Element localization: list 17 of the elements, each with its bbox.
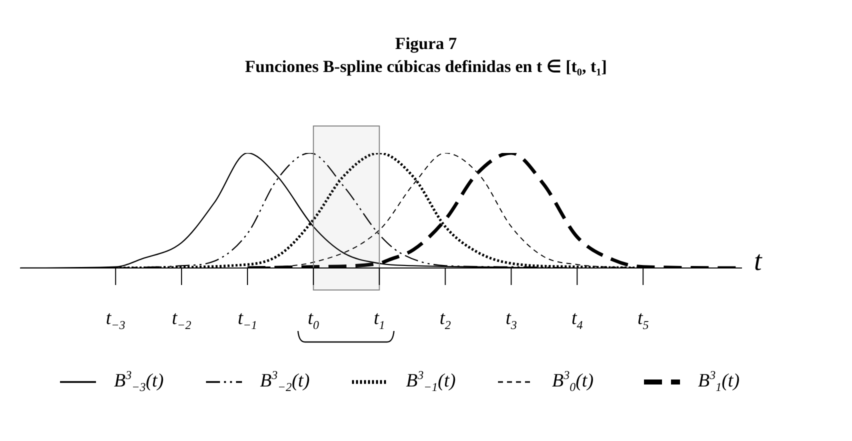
x-tick-label: t$_{3}$ — [506, 308, 517, 333]
x-tick-label: t$_{−1}$ — [238, 308, 258, 333]
x-tick-label: t$_{4}$ — [572, 308, 583, 333]
x-axis-title: t — [754, 246, 762, 278]
legend-label: B$^{3}$$_{−1}$(t) — [406, 368, 456, 396]
chart-subtitle: Funciones B-spline cúbicas definidas en t ∈ [t₀, t₁] — [244, 56, 608, 77]
legend-label: B$^{3}$$_{1}$(t) — [698, 368, 740, 396]
x-tick-label: t$_{−2}$ — [172, 308, 192, 333]
x-tick-label: t$_{0}$ — [308, 308, 320, 333]
x-tick-label: t$_{5}$ — [637, 308, 649, 333]
legend-label: B$^{3}$$_{−2}$(t) — [260, 368, 310, 396]
x-tick-label: t$_{−3}$ — [106, 308, 126, 333]
legend-label: B$^{3}$$_{−3}$(t) — [114, 368, 164, 396]
x-tick-label: t$_{1}$ — [374, 308, 385, 333]
chart-title: Figura 7 — [394, 34, 458, 54]
legend-label: B$^{3}$$_{0}$(t) — [552, 368, 594, 396]
x-tick-label: t$_{2}$ — [440, 308, 451, 333]
